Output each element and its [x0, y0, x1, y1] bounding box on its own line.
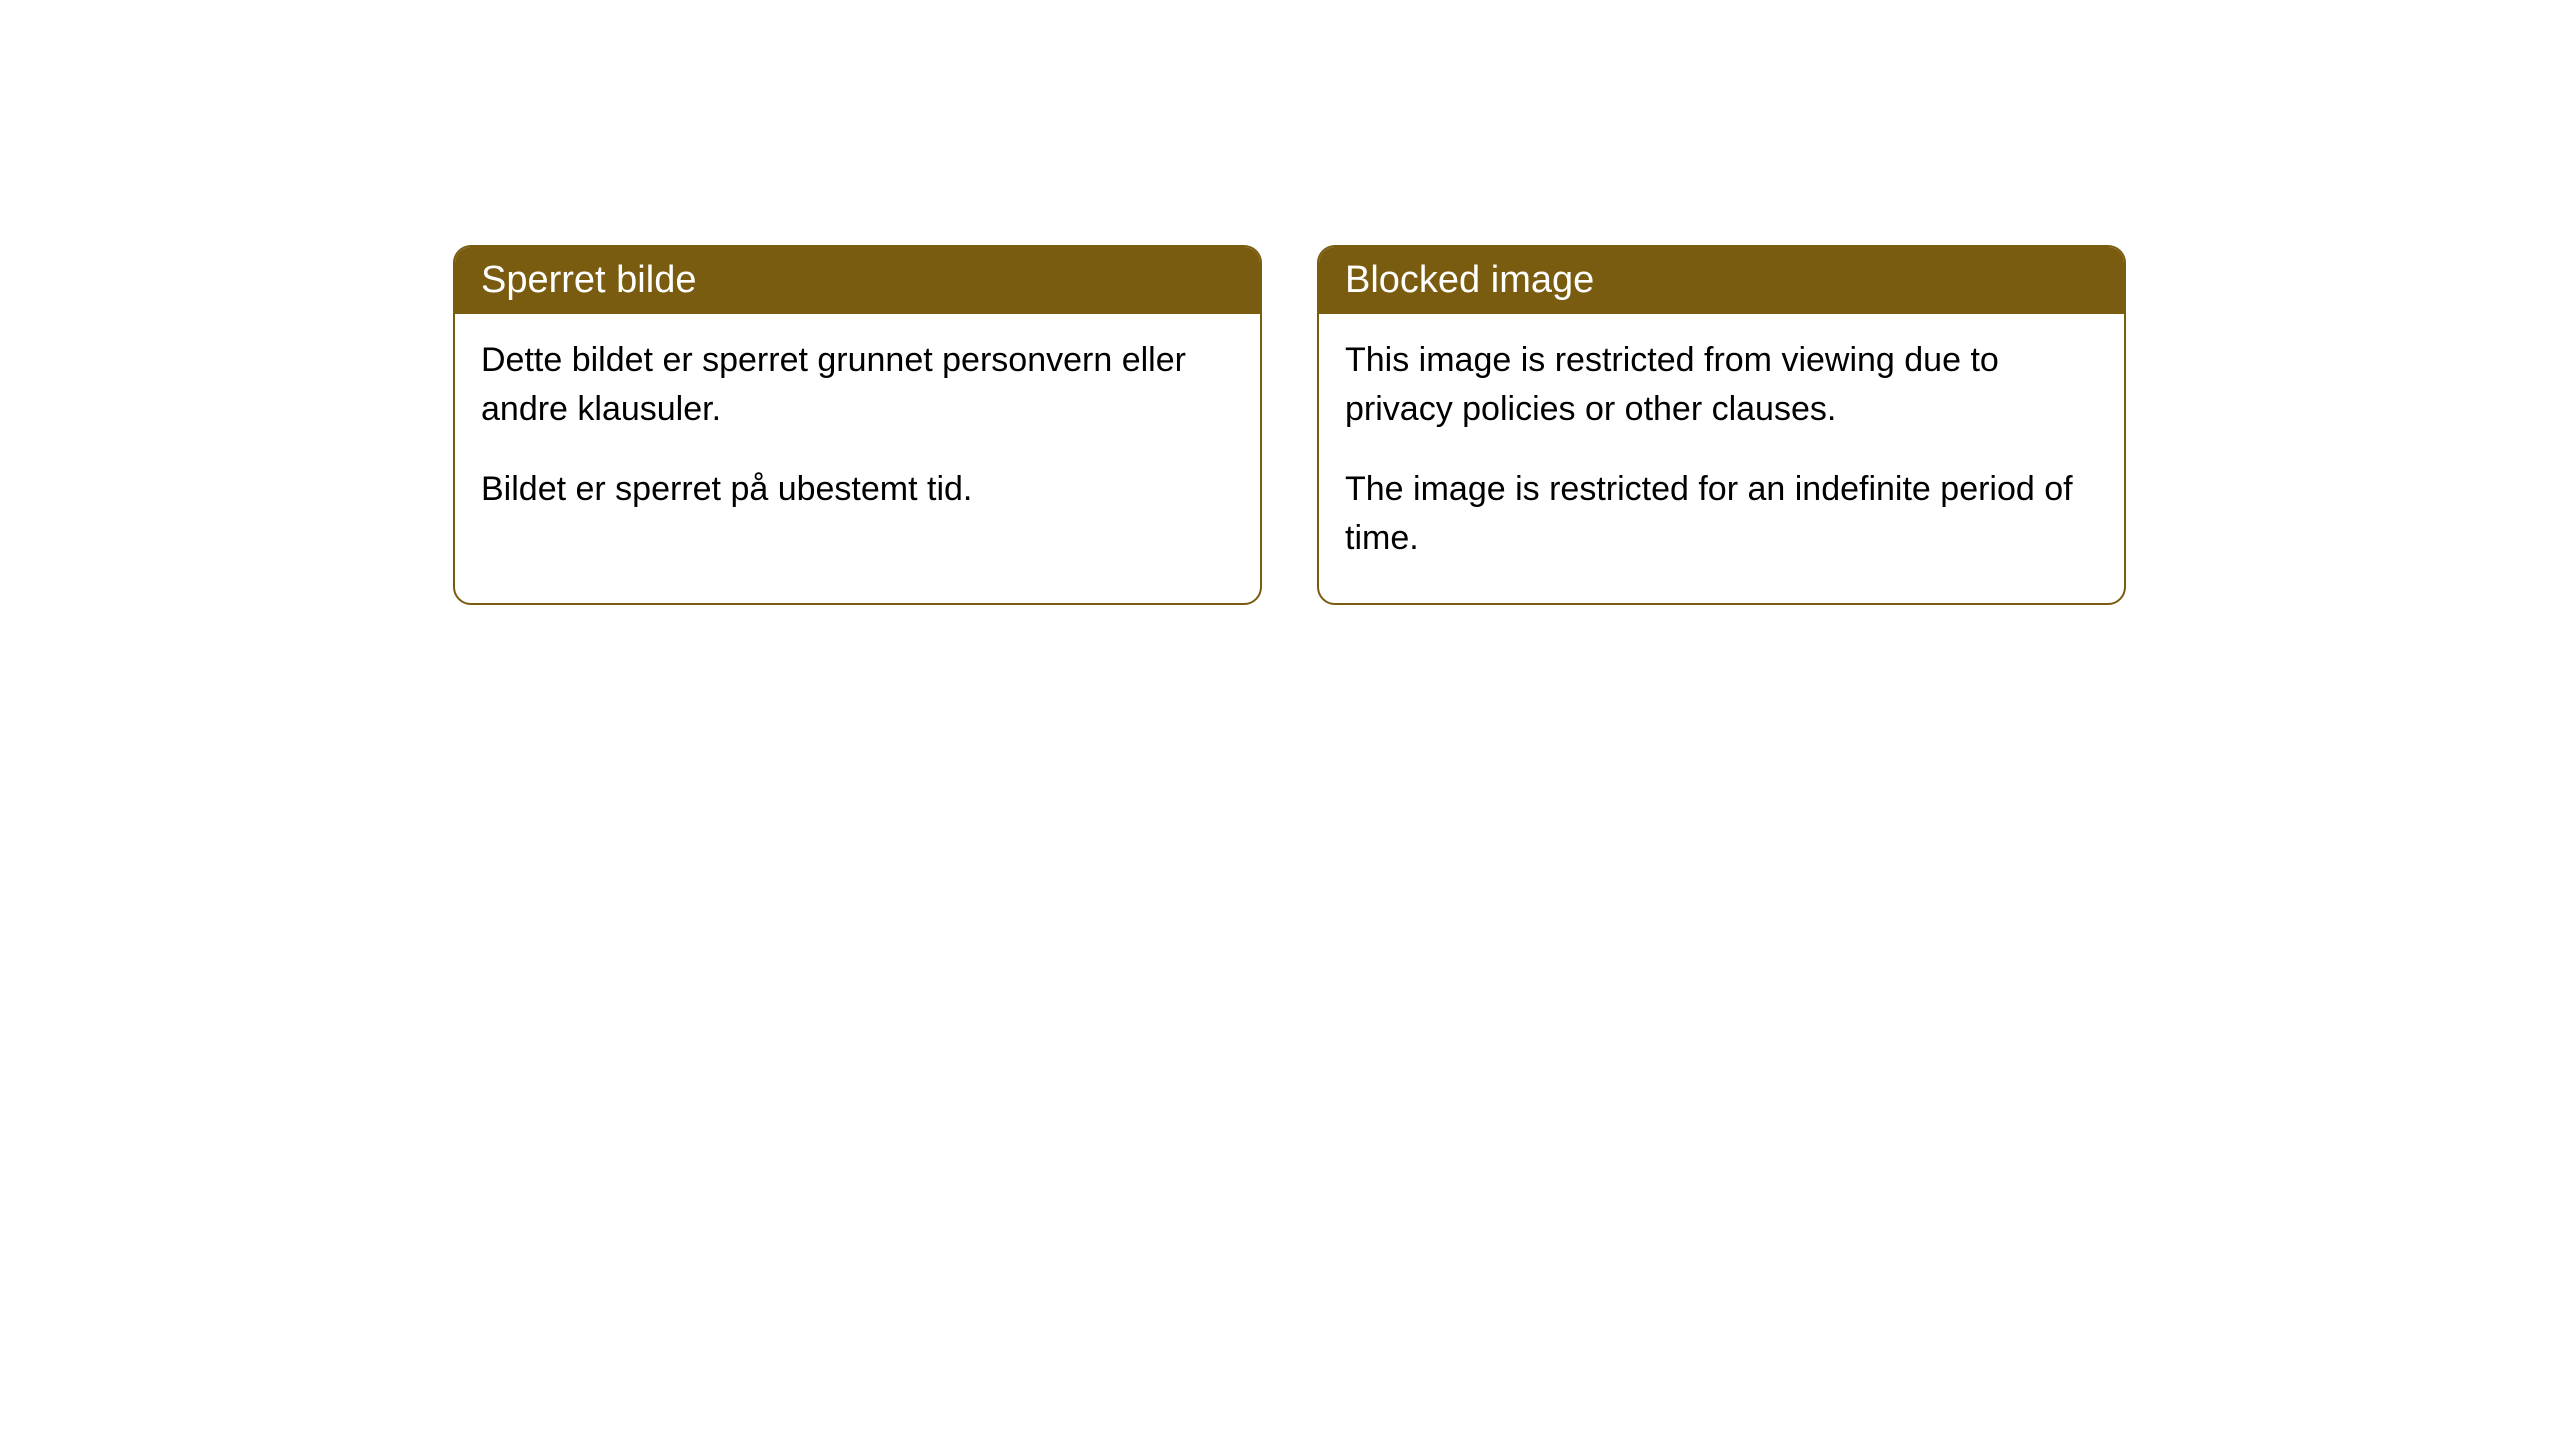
card-header: Sperret bilde — [455, 247, 1260, 314]
card-body: Dette bildet er sperret grunnet personve… — [455, 314, 1260, 554]
card-body: This image is restricted from viewing du… — [1319, 314, 2124, 603]
notice-cards-container: Sperret bilde Dette bildet er sperret gr… — [453, 245, 2126, 605]
notice-card-english: Blocked image This image is restricted f… — [1317, 245, 2126, 605]
card-header: Blocked image — [1319, 247, 2124, 314]
card-paragraph: This image is restricted from viewing du… — [1345, 336, 2098, 435]
card-paragraph: Bildet er sperret på ubestemt tid. — [481, 465, 1234, 514]
card-paragraph: Dette bildet er sperret grunnet personve… — [481, 336, 1234, 435]
card-title: Sperret bilde — [481, 259, 696, 301]
card-title: Blocked image — [1345, 259, 1594, 301]
card-paragraph: The image is restricted for an indefinit… — [1345, 465, 2098, 564]
notice-card-norwegian: Sperret bilde Dette bildet er sperret gr… — [453, 245, 1262, 605]
